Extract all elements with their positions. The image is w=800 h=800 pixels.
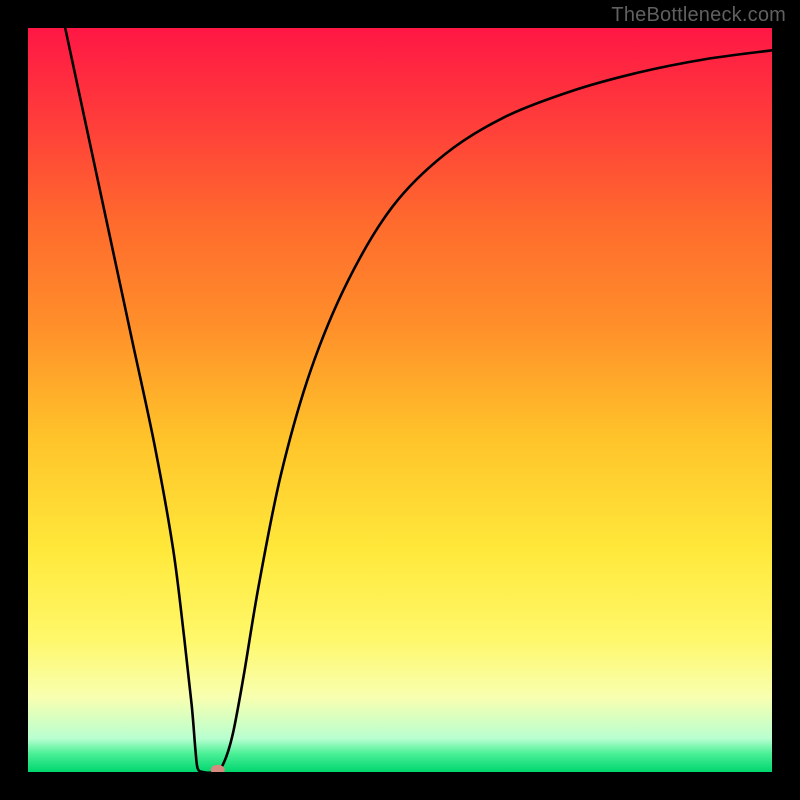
chart-background-gradient <box>28 28 772 772</box>
chart-svg <box>28 28 772 772</box>
chart-plot-area <box>28 28 772 772</box>
watermark-text: TheBottleneck.com <box>611 4 786 27</box>
